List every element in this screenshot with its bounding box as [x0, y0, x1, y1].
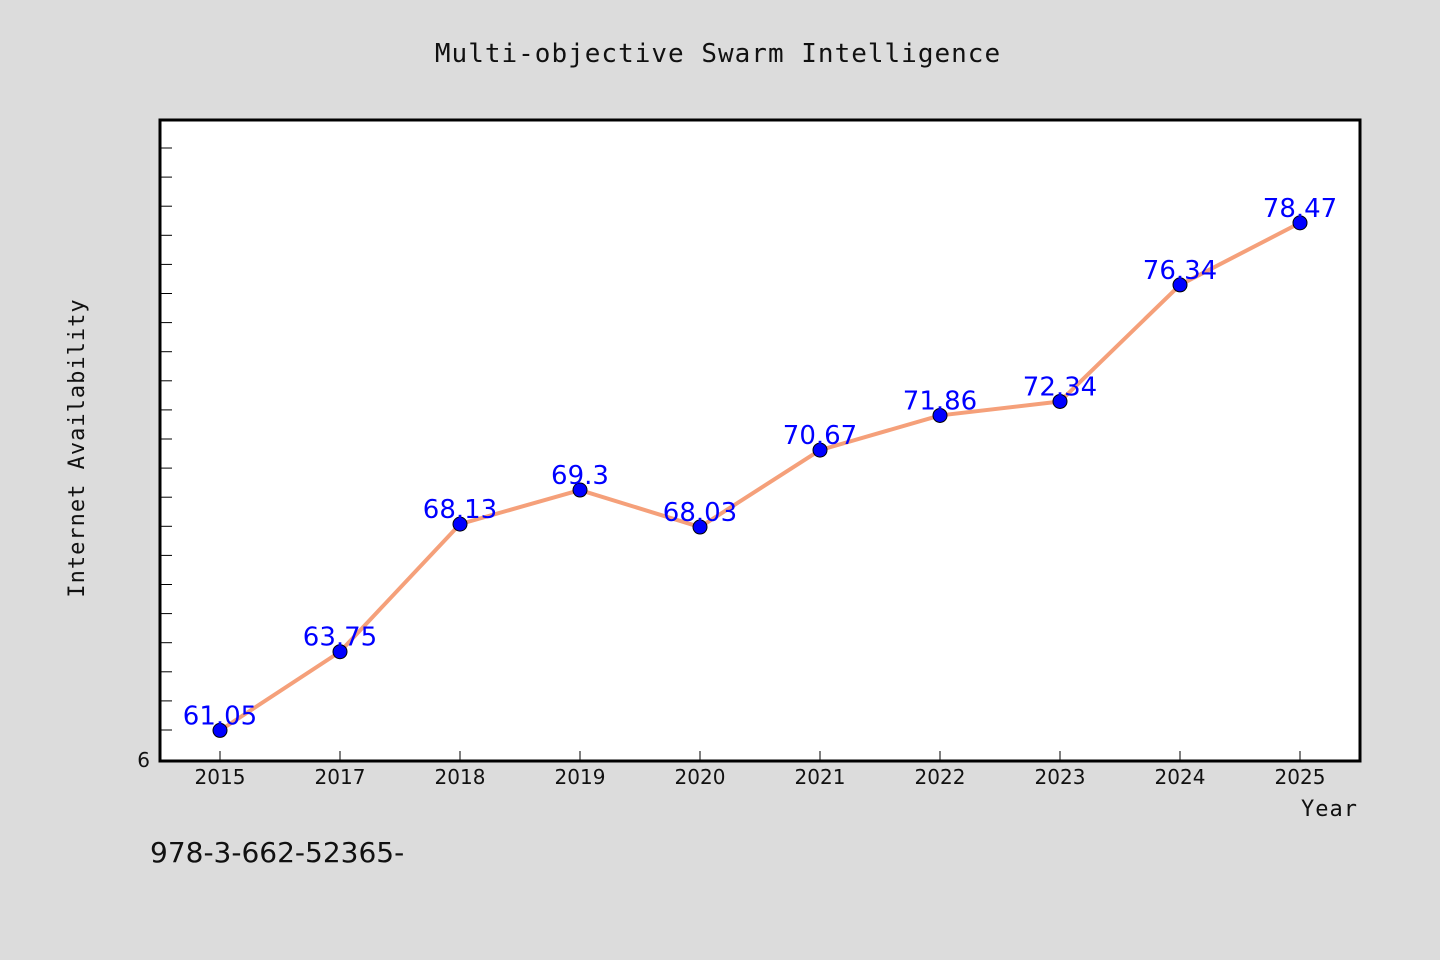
data-label: 63.75: [303, 623, 377, 653]
data-label: 76.34: [1143, 256, 1217, 286]
data-point: [812, 442, 828, 458]
x-axis-ticks: 2015 2017 2018 2019 2020 2021 2022 2023 2024 2025: [195, 751, 1326, 789]
chart-title: Multi-objective Swarm Intelligence: [435, 39, 1001, 69]
data-label: 68.03: [663, 498, 737, 528]
data-point: [452, 516, 468, 532]
y-axis-label: Internet Availability: [65, 298, 90, 597]
plot-area: [158, 118, 1362, 763]
x-tick-label: 2022: [915, 765, 966, 789]
data-point: [932, 407, 948, 423]
y-axis-ticks: [160, 147, 172, 731]
data-label: 68.13: [423, 495, 497, 525]
x-tick-label: 2023: [1035, 765, 1086, 789]
data-point: [212, 722, 228, 738]
data-point: [1052, 393, 1068, 409]
x-tick-label: 2025: [1275, 765, 1326, 789]
data-label: 70.67: [783, 421, 857, 451]
data-label: 61.05: [183, 701, 257, 731]
x-tick-label: 2017: [315, 765, 366, 789]
x-tick-label: 2021: [795, 765, 846, 789]
data-label: 69.3: [551, 461, 609, 491]
x-tick-label: 2018: [435, 765, 486, 789]
series-line: [218, 221, 1301, 733]
x-tick-label: 2020: [675, 765, 726, 789]
data-label: 78.47: [1263, 194, 1337, 224]
isbn-note: 978-3-662-52365-: [150, 836, 404, 869]
data-point: [332, 644, 348, 660]
x-axis-label: Year: [1301, 797, 1358, 822]
data-label: 71.86: [903, 386, 977, 416]
x-tick-label: 2019: [555, 765, 606, 789]
data-point: [1172, 277, 1188, 293]
x-tick-label: 2015: [195, 765, 246, 789]
data-point: [692, 519, 708, 535]
data-point: [572, 482, 588, 498]
series-line-group: 61.05 63.75 68.13 69.3 68.03 70.67 71.86 72.34 7…: [183, 194, 1337, 738]
x-tick-label: 2024: [1155, 765, 1206, 789]
data-label: 72.34: [1023, 372, 1097, 402]
data-point: [1292, 215, 1308, 231]
y-tick-label: 6: [137, 748, 150, 772]
